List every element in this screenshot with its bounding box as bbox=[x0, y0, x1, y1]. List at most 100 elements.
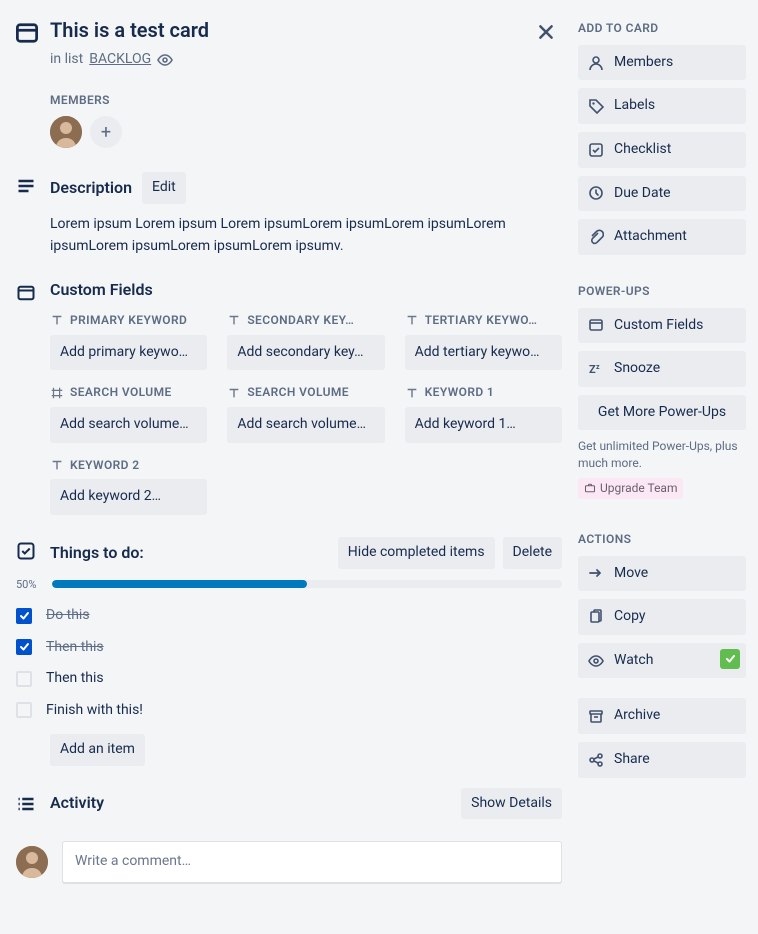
side-button-label: Archive bbox=[614, 706, 660, 726]
side-button-label: Due Date bbox=[614, 184, 671, 204]
custom-field-input[interactable]: Add search volume… bbox=[227, 407, 384, 443]
side-custom-fields-button[interactable]: Custom Fields bbox=[578, 308, 746, 344]
custom-field-input[interactable]: Add primary keywo… bbox=[50, 335, 207, 371]
activity-heading: Activity bbox=[50, 792, 104, 814]
side-labels-button[interactable]: Labels bbox=[578, 88, 746, 124]
field-label-row: TERTIARY KEYWO… bbox=[405, 312, 562, 329]
field-type-text-icon bbox=[50, 313, 64, 327]
comment-input[interactable]: Write a comment… bbox=[62, 841, 562, 883]
description-icon bbox=[16, 176, 36, 257]
side-button-label: Custom Fields bbox=[614, 316, 703, 336]
get-more-powerups-button[interactable]: Get More Power-Ups bbox=[578, 395, 746, 431]
member-avatar[interactable] bbox=[50, 116, 82, 148]
upgrade-team-button[interactable]: Upgrade Team bbox=[578, 478, 683, 499]
subtitle-prefix: in list bbox=[50, 50, 83, 70]
custom-field-input[interactable]: Add keyword 2… bbox=[50, 479, 207, 515]
checklist-checkbox[interactable] bbox=[16, 671, 32, 687]
activity-icon bbox=[16, 794, 36, 830]
checklist-item-text[interactable]: Then this bbox=[46, 669, 104, 689]
custom-field-input[interactable]: Add tertiary keywo… bbox=[405, 335, 562, 371]
card-icon bbox=[16, 22, 36, 44]
side-button-label: Move bbox=[614, 564, 648, 584]
card-icon bbox=[588, 317, 604, 333]
checklist-item[interactable]: Then this bbox=[16, 663, 562, 695]
side-attachment-button[interactable]: Attachment bbox=[578, 219, 746, 255]
checklist-heading[interactable]: Things to do: bbox=[50, 542, 144, 564]
field-type-text-icon bbox=[405, 386, 419, 400]
checklist-checkbox[interactable] bbox=[16, 639, 32, 655]
delete-checklist-button[interactable]: Delete bbox=[503, 537, 562, 569]
watching-badge bbox=[720, 649, 740, 669]
side-due-date-button[interactable]: Due Date bbox=[578, 176, 746, 212]
side-button-label: Watch bbox=[614, 651, 653, 671]
add-checklist-item-button[interactable]: Add an item bbox=[50, 734, 145, 766]
field-label: PRIMARY KEYWORD bbox=[70, 312, 187, 329]
side-button-label: Labels bbox=[614, 96, 655, 116]
checklist-item-text[interactable]: Do this bbox=[46, 606, 90, 626]
field-label-row: SEARCH VOLUME bbox=[50, 384, 207, 401]
side-snooze-button[interactable]: Snooze bbox=[578, 351, 746, 387]
card-title[interactable]: This is a test card bbox=[50, 16, 209, 44]
archive-icon bbox=[588, 708, 604, 724]
side-archive-button[interactable]: Archive bbox=[578, 698, 746, 734]
field-type-text-icon bbox=[227, 313, 241, 327]
powerups-note: Get unlimited Power-Ups, plus much more. bbox=[578, 438, 746, 472]
close-button[interactable] bbox=[530, 16, 562, 48]
description-text[interactable]: Lorem ipsum Lorem ipsum Lorem ipsumLorem… bbox=[50, 214, 562, 257]
checklist-icon bbox=[588, 142, 604, 158]
progress-bar bbox=[52, 580, 562, 588]
progress-percent: 50% bbox=[16, 577, 44, 592]
side-members-button[interactable]: Members bbox=[578, 45, 746, 81]
hide-completed-button[interactable]: Hide completed items bbox=[338, 537, 495, 569]
checklist-item-text[interactable]: Then this bbox=[46, 638, 104, 658]
checklist-checkbox[interactable] bbox=[16, 702, 32, 718]
field-label-row: KEYWORD 1 bbox=[405, 384, 562, 401]
checklist-checkbox[interactable] bbox=[16, 608, 32, 624]
powerups-heading: POWER-UPS bbox=[578, 283, 746, 300]
custom-fields-heading: Custom Fields bbox=[50, 279, 153, 301]
custom-field-input[interactable]: Add keyword 1… bbox=[405, 407, 562, 443]
card-subtitle: in list BACKLOG bbox=[50, 50, 562, 70]
custom-field-input[interactable]: Add secondary key… bbox=[227, 335, 384, 371]
side-checklist-button[interactable]: Checklist bbox=[578, 132, 746, 168]
side-share-button[interactable]: Share bbox=[578, 742, 746, 778]
field-type-text-icon bbox=[227, 386, 241, 400]
current-user-avatar[interactable] bbox=[16, 846, 48, 878]
side-button-label: Attachment bbox=[614, 227, 687, 247]
clock-icon bbox=[588, 185, 604, 201]
field-label: TERTIARY KEYWO… bbox=[425, 312, 538, 329]
field-label: SEARCH VOLUME bbox=[247, 384, 349, 401]
checklist-item-text[interactable]: Finish with this! bbox=[46, 701, 143, 721]
field-type-text-icon bbox=[405, 313, 419, 327]
add-member-button[interactable]: + bbox=[90, 116, 122, 148]
side-button-label: Copy bbox=[614, 607, 646, 627]
field-label-row: PRIMARY KEYWORD bbox=[50, 312, 207, 329]
share-icon bbox=[588, 752, 604, 768]
custom-field-input[interactable]: Add search volume… bbox=[50, 407, 207, 443]
side-button-label: Checklist bbox=[614, 140, 671, 160]
tag-icon bbox=[588, 98, 604, 114]
field-label-row: SEARCH VOLUME bbox=[227, 384, 384, 401]
edit-description-button[interactable]: Edit bbox=[142, 172, 186, 204]
checklist-item[interactable]: Then this bbox=[16, 632, 562, 664]
field-label: KEYWORD 2 bbox=[70, 457, 140, 474]
copy-icon bbox=[588, 609, 604, 625]
list-link[interactable]: BACKLOG bbox=[89, 50, 151, 70]
attachment-icon bbox=[588, 229, 604, 245]
field-label: SECONDARY KEY… bbox=[247, 312, 354, 329]
progress-fill bbox=[52, 580, 307, 588]
field-type-number-icon bbox=[50, 386, 64, 400]
side-move-button[interactable]: Move bbox=[578, 556, 746, 592]
side-watch-button[interactable]: Watch bbox=[578, 643, 746, 679]
custom-fields-icon bbox=[16, 283, 36, 515]
field-label-row: KEYWORD 2 bbox=[50, 457, 207, 474]
show-details-button[interactable]: Show Details bbox=[461, 788, 562, 820]
checklist-item[interactable]: Finish with this! bbox=[16, 695, 562, 727]
side-button-label: Share bbox=[614, 750, 650, 770]
field-label-row: SECONDARY KEY… bbox=[227, 312, 384, 329]
field-label: KEYWORD 1 bbox=[425, 384, 495, 401]
user-icon bbox=[588, 55, 604, 71]
checklist-item[interactable]: Do this bbox=[16, 600, 562, 632]
description-heading: Description bbox=[50, 177, 132, 199]
side-copy-button[interactable]: Copy bbox=[578, 599, 746, 635]
